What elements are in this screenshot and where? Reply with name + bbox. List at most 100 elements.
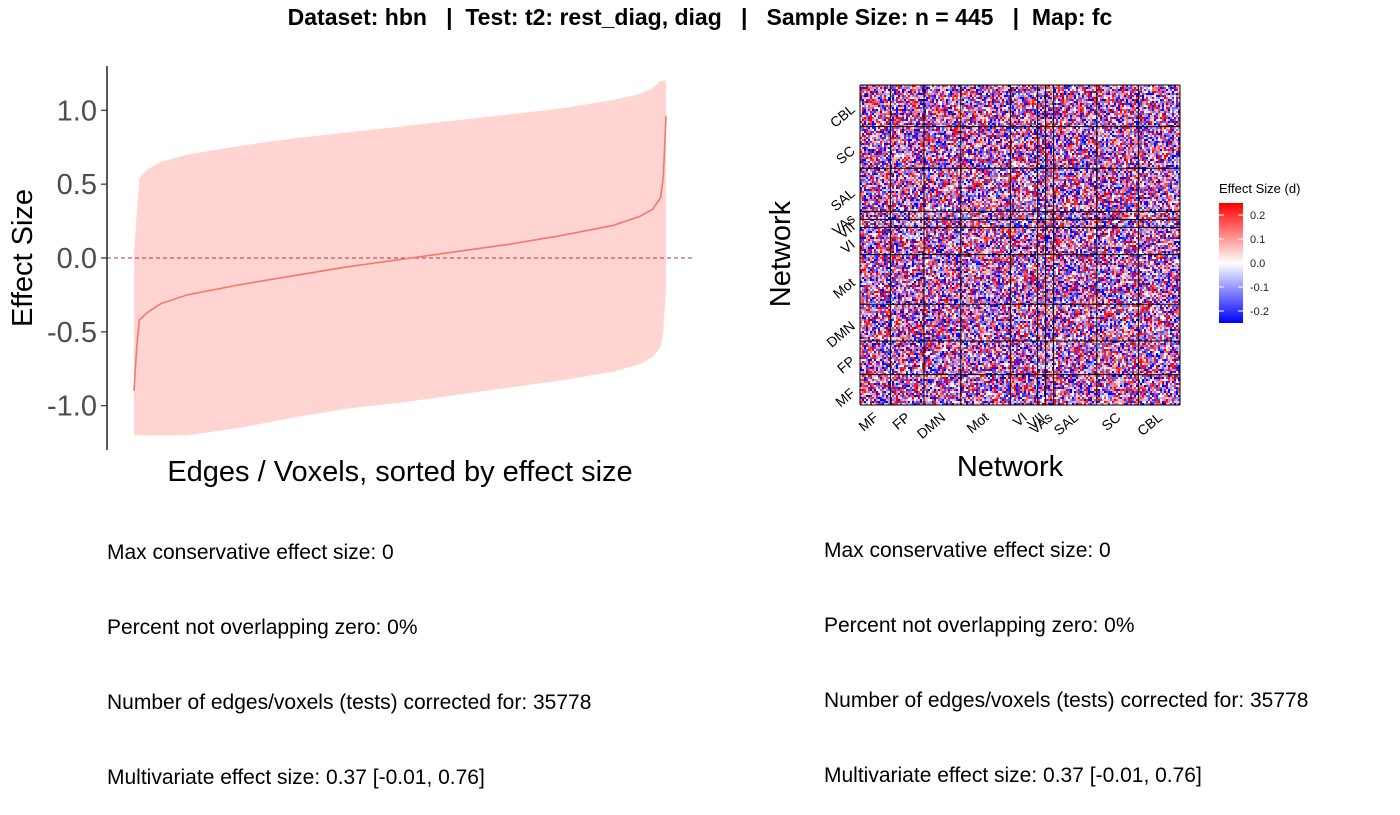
heatmap-cell <box>1018 147 1020 149</box>
heatmap-cell <box>886 123 888 125</box>
heatmap-cell <box>950 145 952 147</box>
heatmap-cell <box>928 147 930 149</box>
heatmap-cell <box>1156 141 1158 143</box>
heatmap-cell <box>1014 103 1016 105</box>
heatmap-cell <box>1020 129 1022 131</box>
heatmap-cell <box>1060 107 1062 109</box>
heatmap-cell <box>926 115 928 117</box>
heatmap-cell <box>984 113 986 115</box>
heatmap-cell <box>1084 119 1086 121</box>
heatmap-cell <box>888 135 890 137</box>
heatmap-cell <box>1022 153 1024 155</box>
heatmap-cell <box>894 117 896 119</box>
heatmap-cell <box>872 127 874 129</box>
heatmap-cell <box>1066 95 1068 97</box>
heatmap-cell <box>926 91 928 93</box>
heatmap-cell <box>932 107 934 109</box>
heatmap-cell <box>1040 119 1042 121</box>
heatmap-cell <box>936 109 938 111</box>
heatmap-cell <box>980 149 982 151</box>
heatmap-cell <box>1102 145 1104 147</box>
heatmap-cell <box>878 149 880 151</box>
heatmap-cell <box>1130 123 1132 125</box>
heatmap-cell <box>970 103 972 105</box>
heatmap-cell <box>1076 103 1078 105</box>
heatmap-cell <box>946 87 948 89</box>
heatmap-cell <box>1110 145 1112 147</box>
heatmap-cell <box>1120 121 1122 123</box>
heatmap-cell <box>1004 117 1006 119</box>
heatmap-cell <box>1094 111 1096 113</box>
heatmap-cell <box>1142 149 1144 151</box>
heatmap-cell <box>962 107 964 109</box>
heatmap-cell <box>1108 101 1110 103</box>
heatmap-cell <box>1134 115 1136 117</box>
heatmap-cell <box>1112 123 1114 125</box>
heatmap-cell <box>900 151 902 153</box>
heatmap-cell <box>990 127 992 129</box>
heatmap-cell <box>1142 119 1144 121</box>
heatmap-cell <box>910 137 912 139</box>
heatmap-cell <box>976 121 978 123</box>
heatmap-cell <box>1058 127 1060 129</box>
heatmap-cell <box>1066 137 1068 139</box>
heatmap-cell <box>876 129 878 131</box>
heatmap-cell <box>1034 147 1036 149</box>
heatmap-cell <box>912 135 914 137</box>
heatmap-cell <box>910 95 912 97</box>
heatmap-cell <box>1168 105 1170 107</box>
heatmap-cell <box>968 95 970 97</box>
heatmap-cell <box>1020 95 1022 97</box>
heatmap-cell <box>878 145 880 147</box>
heatmap-cell <box>896 147 898 149</box>
heatmap-cell <box>1174 89 1176 91</box>
heatmap-cell <box>1080 119 1082 121</box>
heatmap-cell <box>862 143 864 145</box>
heatmap-cell <box>1016 97 1018 99</box>
heatmap-cell <box>986 131 988 133</box>
heatmap-cell <box>944 105 946 107</box>
heatmap-cell <box>1172 109 1174 111</box>
heatmap-cell <box>1068 117 1070 119</box>
heatmap-cell <box>904 123 906 125</box>
heatmap-cell <box>958 93 960 95</box>
heatmap-cell <box>1130 111 1132 113</box>
heatmap-cell <box>948 115 950 117</box>
heatmap-cell <box>954 129 956 131</box>
heatmap-cell <box>1040 151 1042 153</box>
heatmap-cell <box>990 91 992 93</box>
heatmap-cell <box>1016 145 1018 147</box>
heatmap-cell <box>1156 109 1158 111</box>
heatmap-cell <box>926 133 928 135</box>
heatmap-cell <box>994 95 996 97</box>
heatmap-cell <box>926 87 928 89</box>
heatmap-cell <box>916 129 918 131</box>
heatmap-cell <box>1128 101 1130 103</box>
heatmap-cell <box>914 143 916 145</box>
heatmap-cell <box>1074 127 1076 129</box>
heatmap-cell <box>970 101 972 103</box>
heatmap-cell <box>934 145 936 147</box>
heatmap-cell <box>942 101 944 103</box>
heatmap-cell <box>862 111 864 113</box>
heatmap-cell <box>988 123 990 125</box>
heatmap-cell <box>988 115 990 117</box>
heatmap-cell <box>972 135 974 137</box>
heatmap-cell <box>1158 113 1160 115</box>
heatmap-cell <box>1014 151 1016 153</box>
heatmap-cell <box>958 99 960 101</box>
heatmap-cell <box>1122 115 1124 117</box>
heatmap-cell <box>1016 131 1018 133</box>
heatmap-cell <box>1078 153 1080 155</box>
heatmap-cell <box>1124 101 1126 103</box>
heatmap-cell <box>862 151 864 153</box>
heatmap-cell <box>1076 139 1078 141</box>
heatmap-cell <box>1026 99 1028 101</box>
heatmap-cell <box>958 123 960 125</box>
heatmap-cell <box>1176 91 1178 93</box>
heatmap-cell <box>1098 87 1100 89</box>
heatmap-cell <box>1090 99 1092 101</box>
heatmap-cell <box>1090 89 1092 91</box>
heatmap-cell <box>1086 137 1088 139</box>
heatmap-cell <box>1098 145 1100 147</box>
